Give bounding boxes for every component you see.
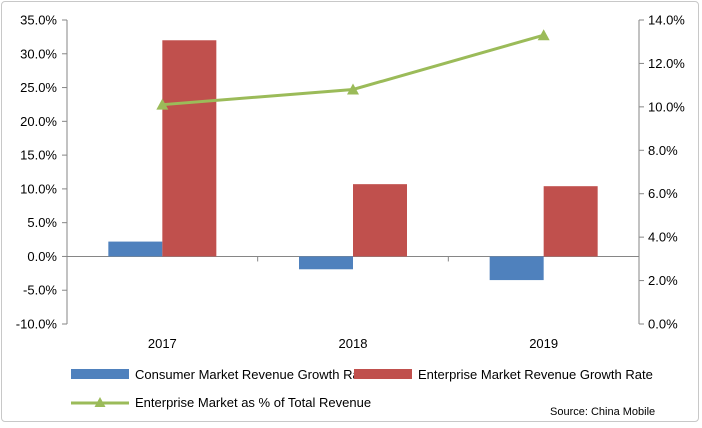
chart-frame: 35.0% 30.0% 25.0% 20.0% 15.0% 10.0% 5.0% 0.0% -5… xyxy=(1,1,699,422)
right-tick-label: 10.0% xyxy=(648,99,685,114)
left-tick-label: 30.0% xyxy=(20,46,57,61)
legend-label-enterprise: Enterprise Market Revenue Growth Rate xyxy=(418,367,653,382)
category-label: 2019 xyxy=(529,336,558,351)
ticks-group: 35.0% 30.0% 25.0% 20.0% 15.0% 10.0% 5.0% 0.0% -5… xyxy=(16,13,686,352)
right-tick-label: 12.0% xyxy=(648,56,685,71)
enterprise-growth-bar xyxy=(353,184,407,257)
legend-marker-share xyxy=(94,397,106,407)
line-group xyxy=(156,29,550,110)
enterprise-share-point xyxy=(156,98,169,110)
category-label: 2018 xyxy=(339,336,368,351)
left-tick-label: 25.0% xyxy=(20,80,57,95)
enterprise-share-point xyxy=(537,29,550,41)
bars-group xyxy=(108,40,598,281)
right-tick-label: 14.0% xyxy=(648,13,685,28)
left-tick-label: -10.0% xyxy=(16,317,58,332)
legend-label-share: Enterprise Market as % of Total Revenue xyxy=(135,395,371,410)
consumer-growth-bar xyxy=(489,256,544,281)
right-tick-label: 4.0% xyxy=(648,230,678,245)
right-tick-label: 2.0% xyxy=(648,273,678,288)
right-tick-label: 8.0% xyxy=(648,143,678,158)
consumer-growth-bar xyxy=(108,241,163,257)
legend-swatch-enterprise xyxy=(354,369,412,379)
enterprise-growth-bar xyxy=(162,40,217,257)
left-tick-label: 10.0% xyxy=(20,181,57,196)
left-tick-label: 15.0% xyxy=(20,148,57,163)
axes-group xyxy=(62,19,644,325)
left-tick-label: 20.0% xyxy=(20,114,57,129)
right-tick-label: 0.0% xyxy=(648,317,678,332)
enterprise-growth-bar xyxy=(543,186,598,257)
legend: Consumer Market Revenue Growth Rate Ente… xyxy=(71,367,653,410)
right-tick-label: 6.0% xyxy=(648,186,678,201)
category-label: 2017 xyxy=(148,336,177,351)
left-tick-label: -5.0% xyxy=(23,283,57,298)
left-tick-label: 35.0% xyxy=(20,13,57,28)
left-tick-label: 5.0% xyxy=(27,215,57,230)
left-tick-label: 0.0% xyxy=(27,249,57,264)
enterprise-share-point xyxy=(347,83,359,95)
chart-svg: 35.0% 30.0% 25.0% 20.0% 15.0% 10.0% 5.0% 0.0% -5… xyxy=(16,13,686,419)
legend-swatch-consumer xyxy=(71,369,129,379)
source-note: Source: China Mobile xyxy=(550,406,655,418)
consumer-growth-bar xyxy=(299,256,353,270)
legend-label-consumer: Consumer Market Revenue Growth Rate xyxy=(135,367,371,382)
